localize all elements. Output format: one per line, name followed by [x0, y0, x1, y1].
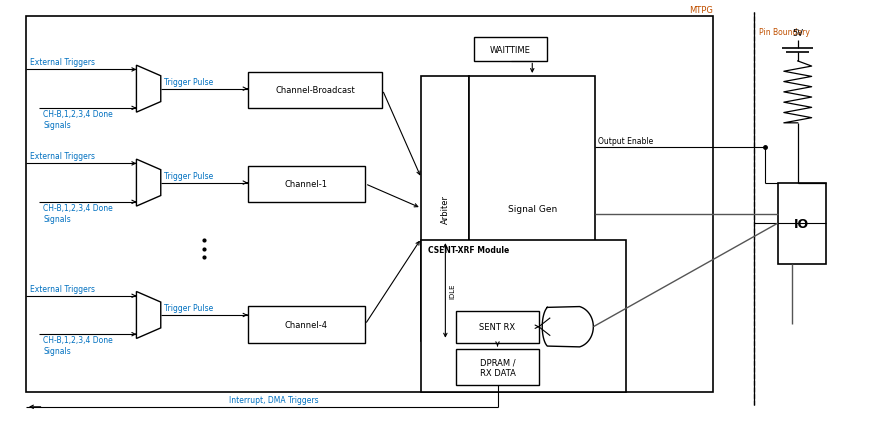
Text: WAITTIME: WAITTIME — [490, 46, 531, 55]
Text: Arbiter: Arbiter — [441, 194, 450, 223]
Bar — [456, 311, 539, 343]
Bar — [248, 72, 382, 109]
Bar — [474, 38, 547, 62]
Bar — [421, 241, 626, 392]
Text: External Triggers: External Triggers — [30, 152, 96, 161]
Text: SENT RX: SENT RX — [480, 322, 515, 331]
Text: Trigger Pulse: Trigger Pulse — [164, 171, 214, 180]
Bar — [248, 166, 365, 202]
Text: CH-B,1,2,3,4 Done
Signals: CH-B,1,2,3,4 Done Signals — [43, 110, 113, 129]
Text: Channel-4: Channel-4 — [285, 320, 328, 329]
Bar — [469, 77, 595, 341]
Text: IO: IO — [794, 217, 809, 230]
Text: Trigger Pulse: Trigger Pulse — [164, 78, 214, 86]
Text: IDLE: IDLE — [450, 283, 455, 299]
Text: Channel-Broadcast: Channel-Broadcast — [275, 86, 355, 95]
Text: Signal Gen: Signal Gen — [507, 204, 557, 213]
Text: DPRAM /
RX DATA: DPRAM / RX DATA — [480, 358, 515, 377]
Text: CH-B,1,2,3,4 Done
Signals: CH-B,1,2,3,4 Done Signals — [43, 204, 113, 223]
Text: Interrupt, DMA Triggers: Interrupt, DMA Triggers — [229, 395, 318, 404]
Text: External Triggers: External Triggers — [30, 58, 96, 67]
Text: External Triggers: External Triggers — [30, 284, 96, 293]
Bar — [421, 77, 469, 341]
Text: CH-B,1,2,3,4 Done
Signals: CH-B,1,2,3,4 Done Signals — [43, 336, 113, 355]
Bar — [778, 183, 826, 264]
Text: 5V: 5V — [793, 29, 803, 38]
Text: CSENT-XRF Module: CSENT-XRF Module — [428, 246, 508, 255]
Text: MTPG: MTPG — [689, 6, 713, 15]
Text: Pin Boundary: Pin Boundary — [759, 28, 810, 37]
Text: Output Enable: Output Enable — [598, 136, 653, 145]
Text: Trigger Pulse: Trigger Pulse — [164, 303, 214, 312]
Bar — [456, 349, 539, 386]
Bar — [26, 17, 713, 392]
Bar — [248, 307, 365, 343]
Text: Channel-1: Channel-1 — [285, 180, 328, 189]
